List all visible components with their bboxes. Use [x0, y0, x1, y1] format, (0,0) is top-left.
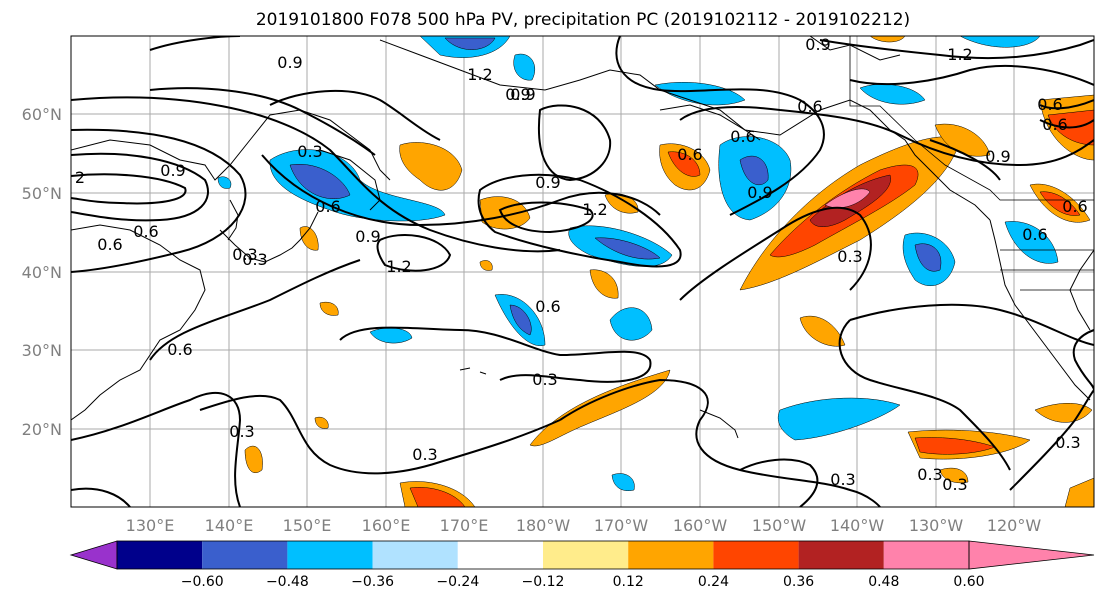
lon-label: 160°E: [362, 516, 411, 535]
map-area: 0.9 1.2 0.9 0.6 0.3 0.6 0.9 1.2 0.6 0.3 …: [70, 35, 1095, 508]
lat-label: 30°N: [22, 341, 62, 360]
contour-label: 0.3: [837, 247, 862, 266]
lon-label: 130°E: [126, 516, 175, 535]
contour-label: 0.3: [830, 470, 855, 489]
colorbar-extend-high: [968, 540, 1095, 570]
contour-label: 0.9: [985, 147, 1010, 166]
contour-label: 0.6: [97, 235, 122, 254]
colorbar-segment: [287, 541, 373, 569]
longitude-labels: 130°E 140°E 150°E 160°E 170°E 180°W 170°…: [126, 516, 1042, 535]
contour-label: 0.9: [510, 85, 535, 104]
colorbar-tick-label: 0.36: [783, 574, 814, 590]
lon-label: 180°W: [516, 516, 571, 535]
lon-label: 170°E: [440, 516, 489, 535]
colorbar-tick-label: 0.12: [613, 574, 644, 590]
contour-label: 0.6: [1042, 115, 1067, 134]
colorbar-segment: [713, 541, 799, 569]
lat-label: 50°N: [22, 184, 62, 203]
contour-label: 0.9: [805, 35, 830, 54]
colorbar-segment: [117, 541, 203, 569]
colorbar-extend-low: [69, 540, 118, 570]
colorbar-tick-label: −0.36: [351, 574, 394, 590]
lon-label: 170°W: [594, 516, 649, 535]
colorbar-segment: [798, 541, 884, 569]
colorbar-segment: [883, 541, 969, 569]
contour-label: 0.3: [917, 465, 942, 484]
lon-label: 150°W: [752, 516, 807, 535]
colorbar-frame: [116, 540, 970, 570]
colorbar-segment: [543, 541, 629, 569]
latitude-labels: 60°N 50°N 40°N 30°N 20°N: [22, 105, 62, 439]
contour-label: 0.6: [167, 340, 192, 359]
contour-labels: 0.9 1.2 0.9 0.6 0.3 0.6 0.9 1.2 0.6 0.3 …: [75, 35, 1088, 494]
contour-label: 0.6: [1037, 95, 1062, 114]
colorbar-tick-label: 0.60: [953, 574, 984, 590]
lon-label: 160°W: [673, 516, 728, 535]
colorbar-segment: [372, 541, 458, 569]
colorbar-segment: [457, 541, 543, 569]
contour-label: 0.6: [535, 297, 560, 316]
contour-label: 0.3: [242, 250, 267, 269]
contour-label: 0.6: [133, 222, 158, 241]
colorbar: −0.60 −0.48 −0.36 −0.24 −0.12 0.12 0.24 …: [69, 540, 1095, 590]
contour-label: 1.2: [467, 65, 492, 84]
lat-label: 20°N: [22, 420, 62, 439]
map-title: 2019101800 F078 500 hPa PV, precipitatio…: [256, 10, 910, 30]
map-frame: [70, 35, 1095, 508]
contour-label: 0.9: [355, 227, 380, 246]
colorbar-segment: [628, 541, 714, 569]
colorbar-tick-label: 0.24: [698, 574, 729, 590]
lon-label: 140°E: [205, 516, 254, 535]
contour-label: 0.9: [277, 53, 302, 72]
precip-shading: [217, 36, 1094, 507]
contour-label: 0.3: [942, 475, 967, 494]
colorbar-tick-label: −0.48: [266, 574, 309, 590]
contour-label: 0.3: [532, 370, 557, 389]
pv-contours: [71, 36, 1094, 507]
contour-label: 1.2: [582, 200, 607, 219]
lat-label: 40°N: [22, 263, 62, 282]
lon-label: 130°W: [909, 516, 964, 535]
colorbar-segment: [202, 541, 288, 569]
contour-label: 0.9: [747, 183, 772, 202]
contour-label: 0.3: [229, 422, 254, 441]
contour-label: 0.3: [232, 245, 257, 264]
contour-label: 0.6: [797, 97, 822, 116]
colorbar-tick-label: −0.12: [522, 574, 565, 590]
political-borders: [849, 36, 1094, 291]
contour-label: 0.9: [535, 173, 560, 192]
contour-label: 0.9: [160, 161, 185, 180]
lon-label: 140°W: [830, 516, 885, 535]
coastlines: [71, 36, 1094, 439]
contour-label: 0.6: [1062, 197, 1087, 216]
colorbar-tick-label: 0.48: [868, 574, 899, 590]
contour-label: 0.6: [730, 127, 755, 146]
contour-label: 0.6: [1022, 225, 1047, 244]
contour-label: 0.6: [315, 197, 340, 216]
contour-label: 1.2: [947, 45, 972, 64]
contour-label: 1.2: [386, 257, 411, 276]
contour-label: 0.3: [297, 142, 322, 161]
colorbar-tick-label: −0.60: [181, 574, 224, 590]
colorbar-tick-label: −0.24: [436, 574, 479, 590]
lat-label: 60°N: [22, 105, 62, 124]
contour-label: 2: [75, 168, 85, 187]
lon-label: 120°W: [987, 516, 1042, 535]
lon-label: 150°E: [283, 516, 332, 535]
contour-label: 0.3: [412, 445, 437, 464]
contour-label: 0.9: [505, 85, 530, 104]
contour-label: 0.3: [1055, 433, 1080, 452]
contour-label: 0.6: [677, 145, 702, 164]
